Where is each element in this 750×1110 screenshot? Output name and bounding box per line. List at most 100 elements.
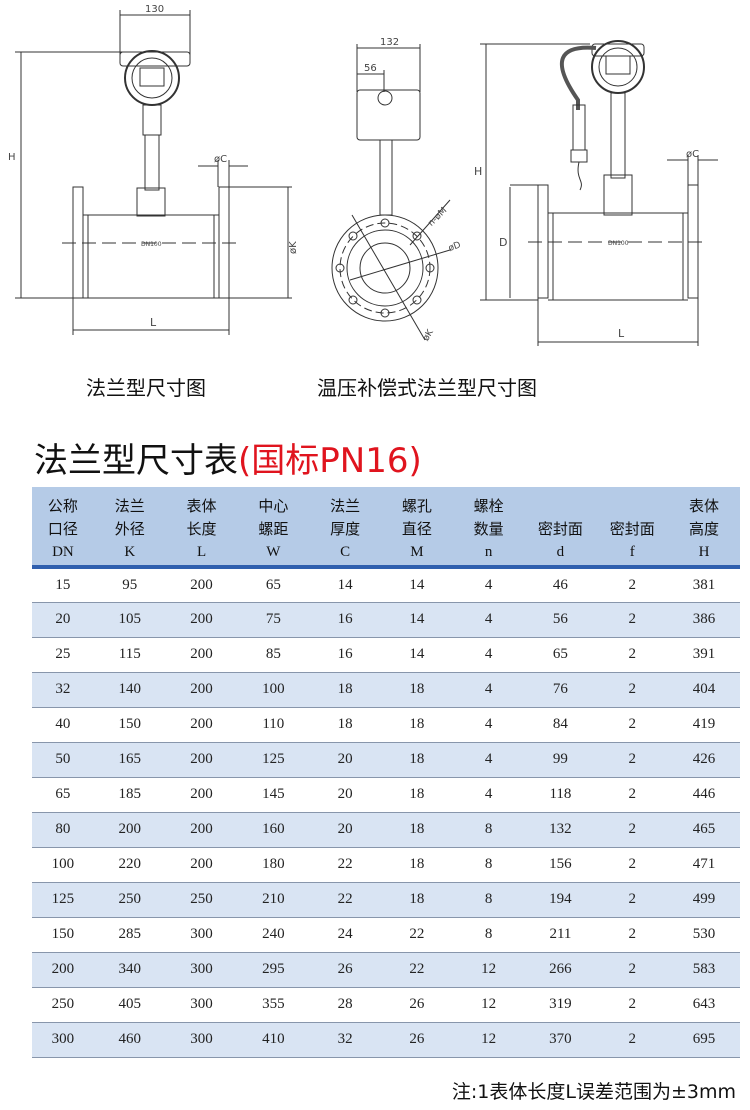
cell-n: 4 xyxy=(484,611,493,627)
cell-k: 185 xyxy=(118,786,141,802)
header-code: W xyxy=(266,544,281,560)
header-code: L xyxy=(196,544,207,560)
cell-c: 18 xyxy=(337,716,353,732)
title-standard: (国标PN16) xyxy=(238,441,422,481)
cell-l: 200 xyxy=(190,611,213,627)
cell-c: 20 xyxy=(337,821,353,837)
cell-w: 125 xyxy=(262,751,285,767)
table-row: 200 340 300 295 26 22 12 266 2 583 xyxy=(32,952,740,987)
header-l2: 外径 xyxy=(114,520,145,538)
cell-h: 471 xyxy=(692,856,716,872)
cell-d: 84 xyxy=(552,716,568,732)
cell-l: 300 xyxy=(190,926,213,942)
cell-c: 32 xyxy=(337,1031,353,1047)
cell-k: 405 xyxy=(118,996,141,1012)
header-code: n xyxy=(484,544,493,560)
cell-dn: 150 xyxy=(51,926,75,942)
cell-f: 2 xyxy=(628,576,636,593)
cell-w: 85 xyxy=(265,646,281,662)
cell-n: 4 xyxy=(484,681,493,697)
cell-h: 465 xyxy=(692,821,716,837)
cell-k: 200 xyxy=(118,821,141,837)
cell-n: 12 xyxy=(481,1031,497,1047)
cell-l: 200 xyxy=(190,856,213,872)
table-row: 300 460 300 410 32 26 12 370 2 695 xyxy=(32,1022,740,1057)
cell-f: 2 xyxy=(628,611,636,627)
cell-h: 391 xyxy=(692,646,716,662)
cell-h: 499 xyxy=(692,891,716,907)
dim-h-right: H xyxy=(474,165,482,178)
cell-n: 4 xyxy=(484,716,493,732)
cell-c: 18 xyxy=(337,681,353,697)
table-row: 40 150 200 110 18 18 4 84 2 419 xyxy=(32,707,740,742)
column-header-m: 螺孔 直径 M xyxy=(381,487,453,569)
cell-dn: 25 xyxy=(55,646,71,662)
cell-w: 355 xyxy=(262,996,285,1012)
cell-d: 266 xyxy=(549,961,572,977)
header-l2: 数量 xyxy=(473,520,504,538)
header-code: H xyxy=(698,544,710,560)
header-code: DN xyxy=(52,544,74,560)
column-header-w: 中心螺距 W xyxy=(237,487,310,569)
table-row: 80 200 200 160 20 18 8 132 2 465 xyxy=(32,812,740,847)
cell-n: 4 xyxy=(484,786,493,802)
column-header-l: 表体 长度 L xyxy=(165,487,238,569)
header-l1: 螺孔 xyxy=(401,497,432,515)
header-code: C xyxy=(340,544,351,560)
cell-m: 22 xyxy=(409,961,425,977)
cell-dn: 80 xyxy=(55,821,71,837)
cell-n: 4 xyxy=(484,576,493,593)
cell-n: 12 xyxy=(481,996,497,1012)
cell-dn: 200 xyxy=(51,961,75,977)
dim-od: øD xyxy=(447,240,462,254)
cell-c: 24 xyxy=(337,926,353,942)
header-l1: 螺栓 xyxy=(473,497,504,515)
cell-m: 18 xyxy=(409,751,425,767)
header-l2: 直径 xyxy=(401,520,432,538)
cell-h: 426 xyxy=(692,751,716,767)
dim-d: D xyxy=(499,236,507,249)
cell-d: 156 xyxy=(549,856,572,872)
cell-w: 210 xyxy=(262,891,285,907)
cell-w: 410 xyxy=(262,1031,285,1047)
cell-f: 2 xyxy=(628,716,636,732)
cell-w: 295 xyxy=(262,961,285,977)
cell-l: 200 xyxy=(190,716,213,732)
cell-h: 386 xyxy=(692,611,716,627)
dimension-table: 公称 口径 DN 法兰 外径 K 表体 长度 L 中心 螺距 W 法兰 厚度 C 螺孔 直径 M 螺栓 数量 n 密封面 d… xyxy=(32,487,740,1058)
cell-d: 370 xyxy=(549,1031,572,1047)
header-l2: 密封面 xyxy=(537,520,583,538)
cell-m: 14 xyxy=(409,576,425,593)
cell-k: 140 xyxy=(118,681,141,697)
cell-c: 28 xyxy=(337,996,353,1012)
cell-d: 65 xyxy=(552,646,568,662)
cell-f: 2 xyxy=(628,646,636,662)
cell-h: 695 xyxy=(692,1031,716,1047)
column-header-k: 法兰 外径 K xyxy=(93,487,166,569)
header-l2: 厚度 xyxy=(330,520,361,538)
cell-w: 100 xyxy=(262,681,285,697)
header-l2: 螺距 xyxy=(258,520,289,538)
cell-dn: 300 xyxy=(51,1031,75,1047)
cell-d: 76 xyxy=(552,681,568,697)
cell-d: 211 xyxy=(549,926,572,942)
cell-dn: 20 xyxy=(55,611,71,627)
table-header: 公称 口径 DN 法兰 外径 K 表体 长度 L 中心 螺距 W 法兰 厚度 C 螺孔 直径 M 螺栓 数量 n 密封面 d… xyxy=(32,487,740,569)
table-row: 25 115 200 85 16 14 4 65 2 391 xyxy=(32,637,740,672)
column-header-n: 螺栓数量 n xyxy=(452,487,525,569)
cell-l: 200 xyxy=(190,751,213,767)
cell-l: 200 xyxy=(190,786,213,802)
cell-k: 460 xyxy=(118,1031,141,1047)
cell-k: 115 xyxy=(118,646,141,662)
cell-c: 16 xyxy=(337,611,353,627)
header-l1: 中心 xyxy=(258,497,289,515)
header-code: f xyxy=(629,544,635,560)
cell-k: 250 xyxy=(118,891,141,907)
cell-n: 4 xyxy=(484,751,493,767)
cell-d: 194 xyxy=(549,891,572,907)
cell-m: 14 xyxy=(409,646,425,662)
cell-w: 160 xyxy=(262,821,285,837)
dim-h: H xyxy=(8,152,16,163)
cell-k: 150 xyxy=(118,716,141,732)
cell-m: 18 xyxy=(409,716,425,732)
